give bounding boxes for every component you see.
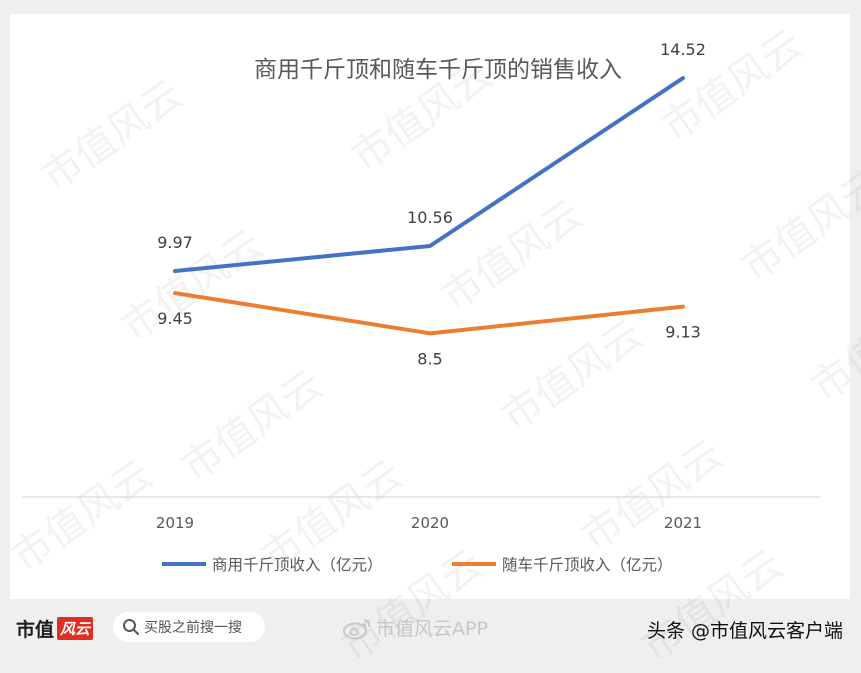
search-icon (122, 618, 140, 636)
search-placeholder: 买股之前搜一搜 (144, 617, 242, 637)
series-line-2 (175, 293, 683, 333)
chart-title: 商用千斤顶和随车千斤顶的销售收入 (254, 57, 622, 83)
brand-seal: 风云 (57, 617, 93, 640)
legend-label: 商用千斤顶收入（亿元） (212, 556, 383, 574)
data-label: 9.97 (157, 233, 193, 252)
weibo-watermark: 市值风云APP (342, 614, 488, 641)
data-label: 8.5 (417, 349, 442, 368)
source-credit: 头条 @市值风云客户端 (647, 616, 843, 643)
data-label: 9.13 (665, 323, 701, 342)
brand-text: 市值 (16, 615, 54, 642)
chart-card: 市值风云市值风云市值风云市值风云市值风云市值风云市值风云市值风云市值风云市值风云… (10, 14, 850, 599)
data-label: 14.52 (660, 40, 706, 59)
data-label: 10.56 (407, 208, 453, 227)
brand-logo[interactable]: 市值 风云 (16, 615, 93, 642)
data-label: 9.45 (157, 309, 193, 328)
weibo-icon (342, 616, 372, 640)
series-line-1 (175, 78, 683, 271)
weibo-text: 市值风云APP (376, 614, 488, 641)
search-box[interactable]: 买股之前搜一搜 (113, 612, 265, 642)
line-chart: 商用千斤顶和随车千斤顶的销售收入 2019 2020 2021 9.97 10.56 14.… (10, 14, 850, 599)
footer-bar: 市值 风云 买股之前搜一搜 市值风云APP 头条 @市值风云客户端 (0, 604, 861, 655)
x-tick-label: 2019 (156, 514, 194, 532)
x-tick-label: 2021 (664, 514, 702, 532)
legend-label: 随车千斤顶收入（亿元） (502, 556, 673, 574)
x-tick-label: 2020 (411, 514, 449, 532)
